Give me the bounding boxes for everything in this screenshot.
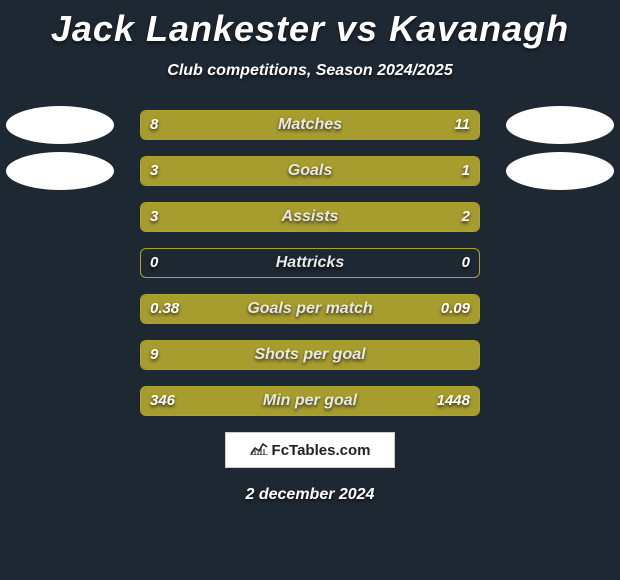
fctables-logo[interactable]: FcTables.com [225,432,395,468]
player-avatar-left [6,106,114,144]
footer-date: 2 december 2024 [0,486,620,504]
stat-row: Shots per goal9 [0,340,620,370]
comparison-chart: Matches811Goals31Assists32Hattricks00Goa… [0,110,620,416]
player-avatar-right [506,106,614,144]
logo-text: FcTables.com [272,442,371,459]
page-title: Jack Lankester vs Kavanagh [0,0,620,50]
bar-left-fill [141,203,337,231]
bar-right-fill [276,111,479,139]
stat-row: Min per goal3461448 [0,386,620,416]
bar-left-fill [141,341,479,369]
bar-left-fill [141,295,405,323]
bar-track [140,386,480,416]
chart-icon [250,441,268,460]
bar-right-fill [337,203,479,231]
bar-right-fill [405,295,479,323]
subtitle: Club competitions, Season 2024/2025 [0,62,620,80]
player-avatar-right [506,152,614,190]
bar-left-fill [141,157,388,185]
bar-right-fill [141,387,479,415]
bar-track [140,294,480,324]
stat-row: Hattricks00 [0,248,620,278]
stat-row: Goals per match0.380.09 [0,294,620,324]
player-avatar-left [6,152,114,190]
bar-track [140,202,480,232]
bar-track [140,110,480,140]
bar-track [140,248,480,278]
bar-left-fill [141,111,276,139]
bar-track [140,340,480,370]
bar-right-fill [388,157,479,185]
stat-row: Assists32 [0,202,620,232]
bar-track [140,156,480,186]
